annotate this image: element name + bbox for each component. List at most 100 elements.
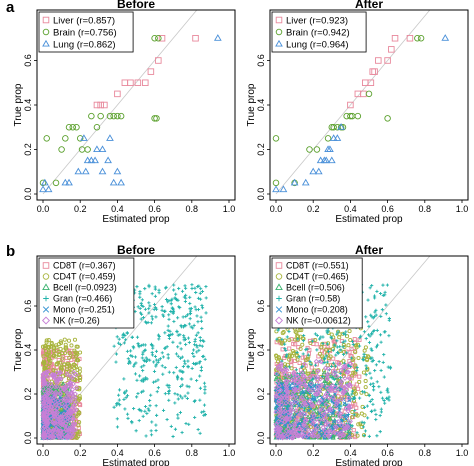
data-point <box>299 431 305 437</box>
data-point <box>341 426 347 432</box>
data-point <box>167 333 172 338</box>
data-point <box>322 428 328 434</box>
data-point <box>104 156 112 164</box>
data-point <box>165 345 169 349</box>
data-point <box>274 372 279 376</box>
data-point <box>65 178 73 186</box>
data-point <box>347 350 352 355</box>
data-point <box>275 378 281 384</box>
data-point <box>283 416 289 422</box>
data-point <box>176 416 180 420</box>
data-point <box>333 343 337 347</box>
legend-entry: Liver (r=0.923) <box>286 15 348 26</box>
data-point <box>141 304 145 309</box>
data-point <box>41 361 47 366</box>
x-tick-label: 1.0 <box>223 204 236 214</box>
data-point <box>115 335 119 339</box>
data-point <box>277 367 283 373</box>
data-point <box>337 123 345 130</box>
data-point <box>41 408 47 414</box>
data-point <box>48 364 53 370</box>
data-point <box>125 349 130 353</box>
data-point <box>305 426 311 433</box>
data-point <box>136 342 140 346</box>
data-point <box>327 156 336 164</box>
data-point <box>273 393 279 399</box>
y-tick-label: 0.6 <box>23 300 33 313</box>
data-point <box>357 374 362 379</box>
data-point <box>281 409 287 415</box>
data-point <box>278 363 284 369</box>
data-point <box>321 370 327 375</box>
data-point <box>357 379 362 385</box>
data-point <box>328 407 334 413</box>
data-point <box>332 361 336 365</box>
data-point <box>49 342 54 347</box>
data-point <box>273 409 279 415</box>
data-point <box>199 287 203 291</box>
data-point <box>350 389 355 393</box>
data-point <box>43 349 48 354</box>
data-point <box>309 421 316 427</box>
data-point <box>406 35 414 42</box>
data-point <box>325 331 329 335</box>
data-point <box>360 404 365 409</box>
data-point <box>40 386 46 392</box>
data-point <box>293 342 298 347</box>
data-point <box>174 365 178 370</box>
data-point <box>335 410 341 416</box>
data-point <box>171 340 175 344</box>
data-point <box>325 351 330 356</box>
data-point <box>307 374 312 379</box>
y-tick-label: 0.4 <box>256 99 266 112</box>
data-point <box>61 178 70 186</box>
data-point <box>341 332 346 336</box>
data-point <box>76 409 81 414</box>
data-point <box>320 424 326 430</box>
data-point <box>64 410 70 416</box>
data-point <box>55 418 61 425</box>
data-point <box>324 135 332 142</box>
legend-marker <box>275 16 283 24</box>
data-point <box>148 304 152 308</box>
data-point <box>383 401 387 405</box>
data-point <box>283 378 289 384</box>
data-point <box>158 357 162 361</box>
data-point <box>136 305 140 309</box>
data-point <box>290 178 299 186</box>
panel-label-a: a <box>6 0 15 16</box>
data-point <box>143 359 147 363</box>
data-point <box>135 378 139 382</box>
data-point <box>273 375 280 380</box>
data-point <box>117 398 121 402</box>
data-point <box>361 370 366 375</box>
data-point <box>363 390 367 394</box>
data-point <box>346 434 352 441</box>
data-point <box>328 354 333 359</box>
legend-entry: Mono (r=0.251) <box>53 305 115 315</box>
data-point <box>307 374 313 381</box>
data-point <box>276 328 280 332</box>
data-point <box>301 373 307 379</box>
y-tick-label: 0.6 <box>256 54 266 67</box>
data-point <box>276 424 282 430</box>
data-point <box>365 404 369 408</box>
data-point <box>138 374 142 378</box>
data-point <box>59 414 65 420</box>
data-point <box>294 418 300 424</box>
data-point <box>327 431 333 437</box>
data-point <box>174 297 178 302</box>
data-point <box>40 178 49 186</box>
data-point <box>134 79 142 86</box>
data-point <box>143 307 148 311</box>
data-point <box>316 433 322 439</box>
data-point <box>283 428 289 434</box>
data-point <box>184 342 188 347</box>
data-point <box>151 344 155 348</box>
data-point <box>296 337 300 341</box>
data-point <box>287 346 292 351</box>
data-point <box>298 413 304 419</box>
data-point <box>373 310 377 314</box>
data-point <box>45 421 51 427</box>
data-point <box>293 399 299 405</box>
